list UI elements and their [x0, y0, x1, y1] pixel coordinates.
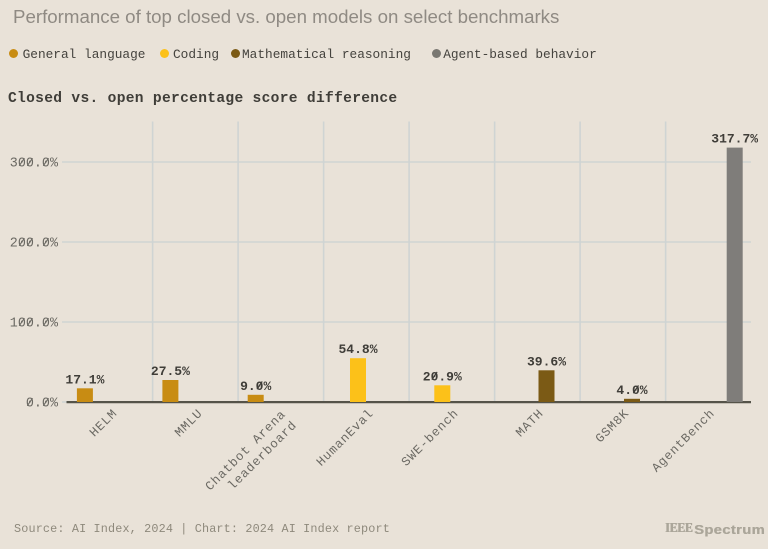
svg-text:MATH: MATH	[513, 407, 546, 440]
svg-text:27.5%: 27.5%	[151, 364, 190, 379]
svg-text:4.0%: 4.0%	[616, 383, 647, 398]
svg-text:20.9%: 20.9%	[423, 369, 462, 384]
svg-text:17.1%: 17.1%	[65, 372, 104, 387]
svg-text:100.0%: 100.0%	[10, 317, 59, 332]
svg-text:SWE-bench: SWE-bench	[399, 407, 462, 470]
svg-text:GSM8K: GSM8K	[593, 407, 632, 446]
svg-text:39.6%: 39.6%	[527, 354, 566, 369]
svg-text:317.7%: 317.7%	[711, 132, 758, 147]
svg-text:9.0%: 9.0%	[240, 379, 271, 394]
svg-text:MMLU: MMLU	[172, 407, 205, 440]
svg-text:200.0%: 200.0%	[10, 237, 59, 252]
svg-text:300.0%: 300.0%	[10, 157, 59, 172]
svg-text:0.0%: 0.0%	[26, 397, 59, 412]
svg-text:54.8%: 54.8%	[338, 342, 377, 357]
svg-text:Chatbot Arenaleaderboard: Chatbot Arenaleaderboard	[203, 408, 300, 505]
svg-text:HumanEval: HumanEval	[314, 407, 377, 470]
svg-text:HELM: HELM	[87, 407, 120, 440]
svg-text:AgentBench: AgentBench	[649, 407, 718, 476]
